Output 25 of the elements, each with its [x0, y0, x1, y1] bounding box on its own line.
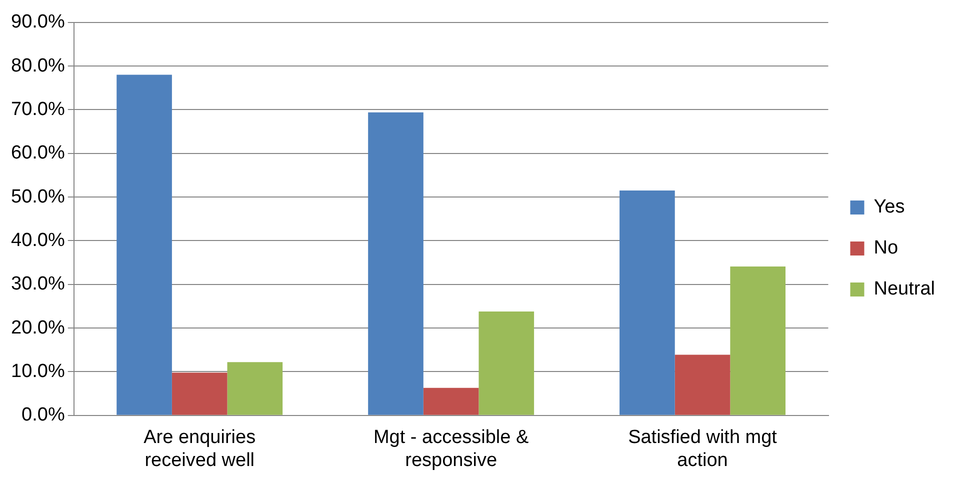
y-tick-label: 40.0% [11, 230, 65, 251]
y-tick-label: 80.0% [11, 55, 65, 76]
bar [674, 354, 730, 415]
y-tick-label: 60.0% [11, 142, 65, 164]
y-tick-label: 30.0% [11, 274, 65, 295]
bar [620, 190, 675, 415]
legend-label: Yes [874, 196, 905, 218]
y-tick-label: 90.0% [11, 12, 65, 33]
x-tick-label: Are enquiries received well [144, 427, 256, 471]
y-tick-label: 70.0% [11, 98, 65, 120]
legend-label: No [874, 238, 898, 259]
bar [423, 388, 479, 415]
bar [730, 266, 786, 415]
y-tick-label: 10.0% [11, 360, 65, 382]
y-tick-label: 20.0% [11, 317, 65, 338]
legend-label: Neutral [874, 278, 935, 300]
x-tick-label: Mgt - accessible & responsive [373, 427, 529, 471]
bar [478, 311, 534, 415]
y-tick-label: 50.0% [11, 186, 65, 208]
y-tick-label: 0.0% [22, 404, 65, 426]
bar [116, 74, 172, 415]
x-tick-label: Satisfied with mgt action [628, 427, 778, 471]
bar [368, 112, 424, 415]
bar [227, 362, 283, 415]
bar [172, 372, 228, 415]
